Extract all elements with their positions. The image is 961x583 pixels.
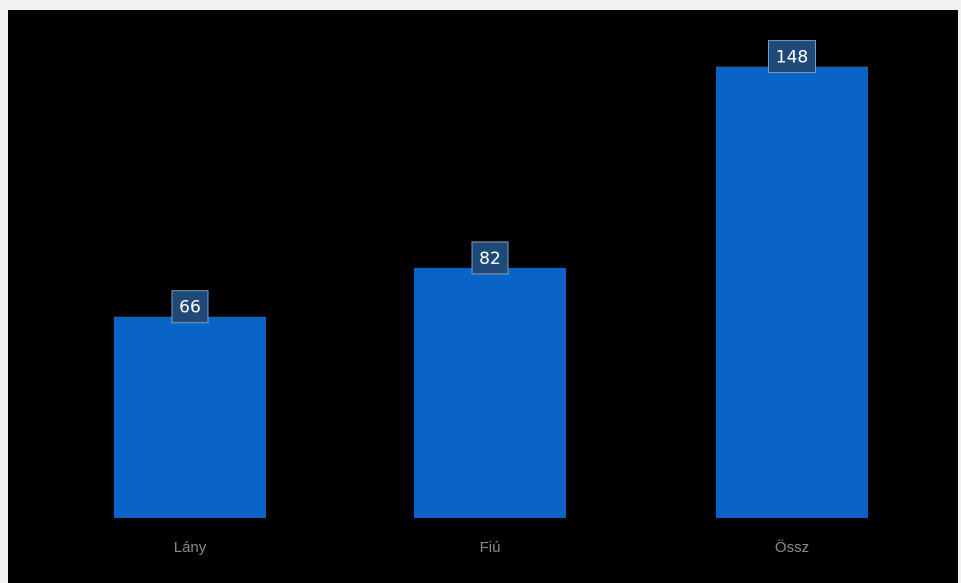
data-label-box-1 bbox=[471, 241, 509, 275]
chart-area: 66 Lány 82 Fiú 148 Össz bbox=[8, 10, 958, 583]
category-label-1: Fiú bbox=[480, 539, 501, 556]
bar-1 bbox=[414, 267, 566, 518]
data-label-2: 148 bbox=[776, 48, 808, 68]
bar-2 bbox=[716, 66, 868, 518]
data-label-1: 82 bbox=[479, 249, 501, 269]
bar-0 bbox=[114, 316, 266, 518]
category-label-2: Össz bbox=[775, 538, 809, 556]
category-label-0: Lány bbox=[174, 539, 207, 556]
data-label-0: 66 bbox=[179, 298, 201, 318]
data-label-box-0 bbox=[171, 290, 209, 324]
data-label-box-2 bbox=[768, 40, 816, 74]
bar-chart: 66 Lány 82 Fiú 148 Össz bbox=[114, 40, 868, 556]
